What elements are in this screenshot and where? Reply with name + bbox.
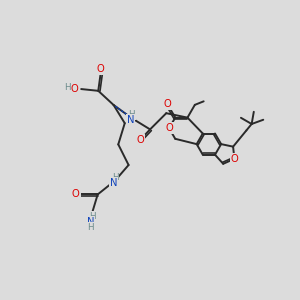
Text: O: O — [165, 123, 173, 133]
Text: N: N — [87, 217, 94, 226]
Text: H: H — [64, 83, 70, 92]
Text: O: O — [136, 135, 144, 145]
Text: O: O — [164, 99, 171, 109]
Text: O: O — [97, 64, 104, 74]
Text: H: H — [128, 110, 135, 119]
Text: H: H — [112, 173, 119, 182]
Text: O: O — [71, 84, 79, 94]
Text: N: N — [110, 178, 118, 188]
Text: H: H — [88, 223, 94, 232]
Text: O: O — [72, 190, 80, 200]
Text: N: N — [127, 115, 134, 125]
Text: O: O — [230, 154, 238, 164]
Text: H: H — [89, 212, 96, 221]
